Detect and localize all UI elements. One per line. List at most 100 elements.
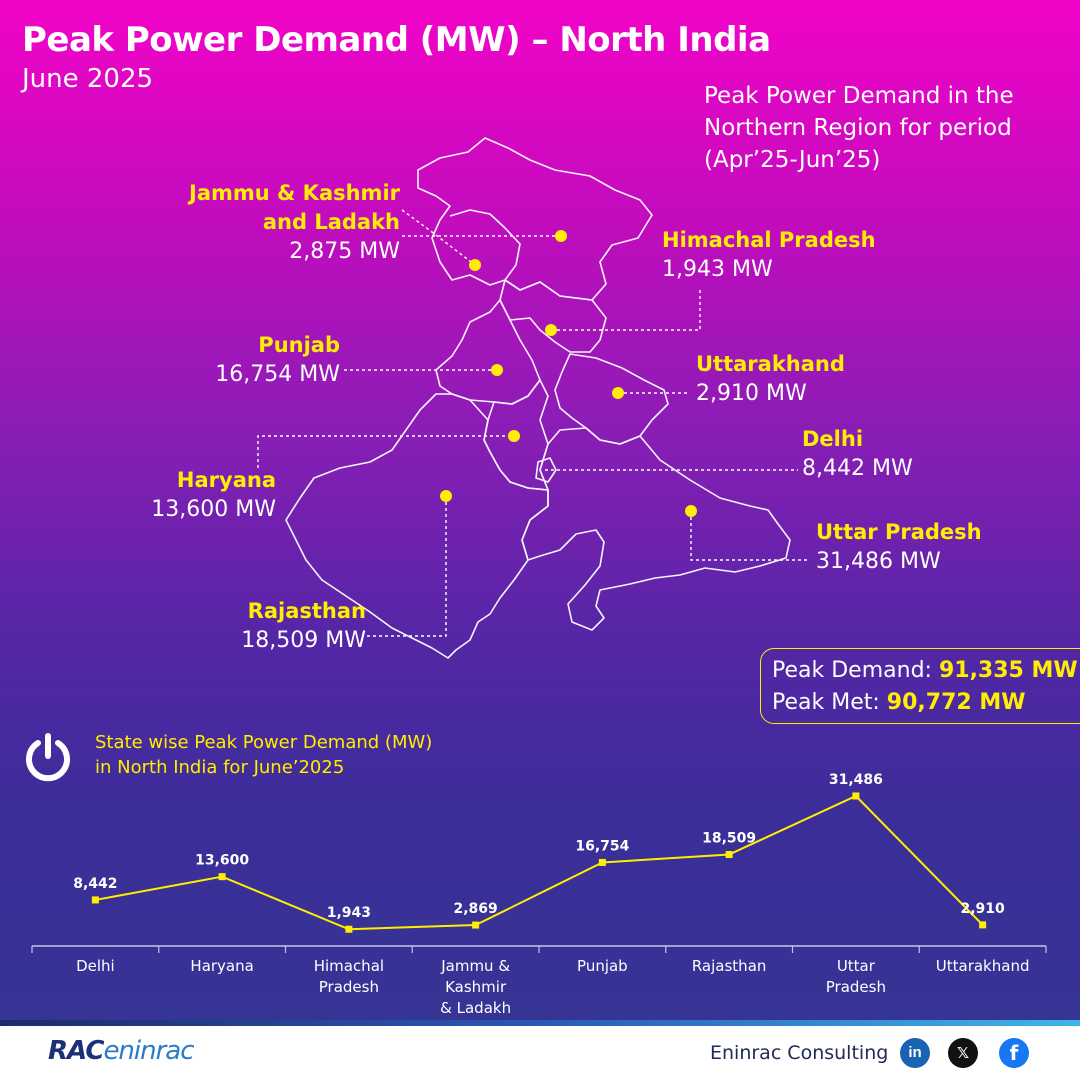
state-value: 13,600 MW [151,497,276,522]
map-dot-haryana [508,430,520,442]
map-dot-ladakh [555,230,567,242]
map-label-rajasthan: Rajasthan 18,509 MW [140,597,366,655]
data-point [598,858,606,866]
peak-met-value: 90,772 MW [886,690,1026,715]
state-name: Haryana [176,468,276,492]
data-point [218,873,226,881]
data-point [345,925,353,933]
map-dot-uttarakhand [612,387,624,399]
state-value: 2,875 MW [289,239,400,264]
x-tick-label: Rajasthan [692,957,767,975]
leader-haryana [257,435,514,468]
x-tick-label: Haryana [190,957,253,975]
chart-heading-line: State wise Peak Power Demand (MW) [95,732,433,753]
map-label-himachal: Himachal Pradesh 1,943 MW [662,226,876,284]
brand-name: Eninrac Consulting [710,1042,889,1064]
map-outline-punjab [435,299,541,405]
data-label: 8,442 [73,876,117,892]
state-name: Delhi [802,427,864,451]
linkedin-icon[interactable]: in [900,1038,930,1068]
state-value: 1,943 MW [662,257,773,282]
x-tick-label: Himachal [314,957,384,975]
data-point [979,921,987,929]
data-label: 13,600 [195,853,249,869]
x-tick-label: Pradesh [826,978,886,996]
chart-heading: State wise Peak Power Demand (MW) in Nor… [95,730,432,780]
data-label: 2,869 [453,901,497,917]
peak-demand-label: Peak Demand: [772,658,932,683]
infographic-poster: Peak Power Demand (MW) – North India Jun… [0,0,1080,1022]
map-label-haryana: Haryana 13,600 MW [100,466,276,524]
state-value: 8,442 MW [802,456,913,481]
x-tick-label: & Ladakh [440,999,511,1017]
period-line: Peak Power Demand in the [704,83,1014,109]
x-icon[interactable]: 𝕏 [948,1038,978,1068]
state-name: Punjab [258,333,340,357]
map-outline-jk-ladakh [417,137,653,301]
x-tick-label: Delhi [76,957,115,975]
data-label: 31,486 [829,772,883,788]
map-outline-himachal [499,279,607,353]
page-title: Peak Power Demand (MW) – North India [22,20,771,60]
leader-himachal [551,290,701,331]
x-tick-label: Jammu & [440,957,510,975]
map-label-delhi: Delhi 8,442 MW [802,425,913,483]
footer: RACeninrac Eninrac Consulting in 𝕏 f [0,1026,1080,1080]
period-line: (Apr’25-Jun’25) [704,147,881,173]
state-name: Jammu & Kashmir [189,181,400,205]
page-subtitle: June 2025 [22,64,154,94]
state-value: 31,486 MW [816,549,941,574]
period-note: Peak Power Demand in the Northern Region… [704,80,1064,176]
state-value: 18,509 MW [241,628,366,653]
state-name: Rajasthan [247,599,366,623]
series-line [95,794,984,931]
state-name: Uttar Pradesh [816,520,982,544]
map-dot-punjab [491,364,503,376]
map-outline-jk-inner [449,209,521,281]
peak-met-label: Peak Met: [772,690,880,715]
state-name: and Ladakh [262,210,400,234]
peak-demand-row: Peak Demand: 91,335 MW [772,655,1080,687]
state-value: 2,910 MW [696,381,807,406]
data-point [725,851,733,859]
map-outline-delhi [535,457,557,483]
state-value: 16,754 MW [215,362,340,387]
x-tick-label: Pradesh [319,978,379,996]
x-tick-label: Kashmir [445,978,507,996]
line-chart: 8,442 Delhi 13,600 Haryana 1,943 Himachal Prad… [31,772,1047,1017]
data-point [852,792,860,800]
facebook-icon[interactable]: f [999,1038,1029,1068]
map-label-uttar-pradesh: Uttar Pradesh 31,486 MW [816,518,982,576]
data-label: 16,754 [575,838,629,854]
peak-summary-box: Peak Demand: 91,335 MW Peak Met: 90,772 … [760,648,1080,724]
leader-jk-a [401,209,476,266]
footer-stripe [0,1020,1080,1026]
data-label: 18,509 [702,831,756,847]
map-outline-uttarakhand [554,353,669,445]
map-dot-himachal [545,324,557,336]
data-label: 2,910 [960,901,1005,917]
map-label-punjab: Punjab 16,754 MW [140,331,340,389]
state-name: Himachal Pradesh [662,228,876,252]
x-tick-label: Uttarakhand [936,957,1030,975]
leader-uttar-pradesh [690,511,810,561]
map-dot-uttar-pradesh [685,505,697,517]
map-dot-rajasthan [440,490,452,502]
map-outline-rajasthan [285,393,549,659]
data-point [472,921,480,929]
state-name: Uttarakhand [696,352,845,376]
peak-demand-value: 91,335 MW [938,658,1078,683]
leader-rajasthan [364,496,447,637]
x-tick-label: Uttar [837,957,876,975]
chart-heading-line: in North India for June’2025 [95,757,345,778]
map-label-uttarakhand: Uttarakhand 2,910 MW [696,350,845,408]
data-label: 1,943 [327,905,371,921]
period-line: Northern Region for period [704,115,1012,141]
map-label-jk: Jammu & Kashmir and Ladakh 2,875 MW [150,179,400,266]
data-point [91,896,99,904]
x-tick-label: Punjab [577,957,628,975]
peak-met-row: Peak Met: 90,772 MW [772,687,1080,719]
map-dot-jk [469,259,481,271]
map-outline-uttar-pradesh [521,427,791,631]
north-india-map [257,137,810,659]
